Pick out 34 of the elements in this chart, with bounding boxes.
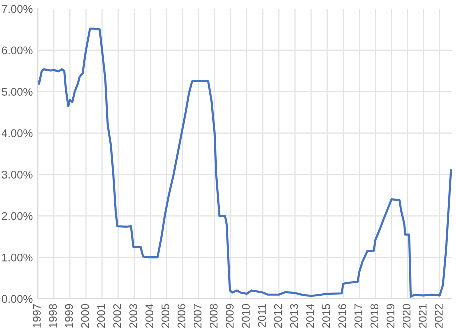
x-tick-label: 2015: [322, 304, 330, 328]
x-tick-label: 2005: [162, 304, 170, 328]
x-tick-label: 1999: [65, 304, 74, 328]
y-tick-label: 3.00%: [2, 170, 33, 179]
y-tick-label: 0.00%: [2, 295, 33, 304]
x-tick-label: 2021: [418, 304, 427, 328]
x-tick-label: 2018: [370, 304, 379, 328]
x-tick-label: 2020: [402, 304, 411, 328]
y-tick-label: 4.00%: [2, 130, 33, 138]
x-tick-label: 1997: [33, 304, 41, 328]
x-tick-label: 2007: [194, 304, 202, 328]
x-tick-label: 2008: [210, 304, 218, 328]
y-tick-label: 7.00%: [2, 5, 33, 14]
x-tick-label: 2014: [306, 304, 314, 328]
y-tick-label: 6.00%: [2, 46, 33, 55]
x-tick-label: 2022: [435, 304, 443, 328]
y-tick-label: 2.00%: [2, 212, 33, 220]
y-tick-label: 1.00%: [2, 254, 33, 262]
x-tick-label: 2010: [242, 304, 250, 328]
x-tick-label: 2019: [386, 304, 395, 328]
x-tick-label: 2004: [146, 304, 154, 328]
x-tick-label: 2013: [290, 304, 298, 328]
x-tick-label: 1998: [49, 304, 58, 328]
x-tick-label: 2009: [226, 304, 234, 328]
y-tick-label: 5.00%: [2, 88, 33, 96]
x-tick-label: 2011: [258, 304, 266, 328]
x-tick-label: 2012: [274, 304, 282, 328]
x-tick-label: 2006: [178, 304, 186, 328]
x-tick-label: 2000: [81, 304, 90, 328]
x-tick-label: 2003: [130, 304, 138, 328]
x-tick-label: 2002: [114, 304, 122, 328]
x-tick-label: 2016: [338, 304, 346, 328]
x-tick-label: 2017: [354, 304, 363, 328]
x-tick-label: 2001: [97, 304, 106, 328]
